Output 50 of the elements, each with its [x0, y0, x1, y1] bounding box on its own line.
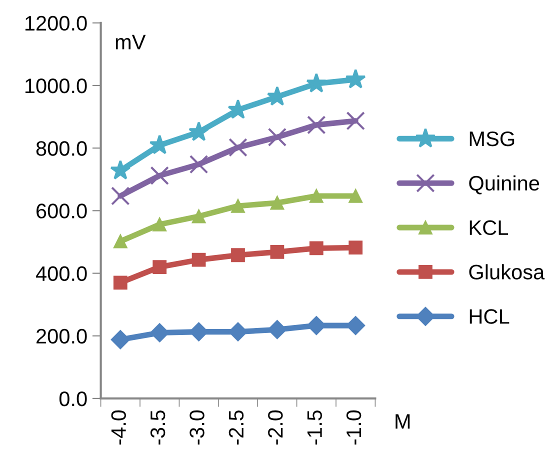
- point: [307, 116, 326, 134]
- point: [348, 240, 363, 255]
- point: [150, 166, 169, 186]
- x-tick-label: -4.0: [111, 410, 126, 445]
- legend-label: MSG: [470, 131, 514, 146]
- point: [188, 121, 210, 142]
- x-tick-label: -2.0: [268, 410, 283, 445]
- point: [270, 196, 284, 210]
- x-tick-label: -3.5: [150, 410, 166, 445]
- point: [110, 160, 131, 180]
- y-tick-label: 600.0: [36, 204, 87, 218]
- point: [306, 316, 326, 336]
- point: [268, 320, 287, 340]
- y-tick-label: 0.0: [59, 391, 87, 406]
- point: [110, 330, 130, 350]
- x-axis-title: M: [396, 414, 410, 429]
- legend-label: Glukosa: [469, 264, 545, 280]
- point: [113, 276, 128, 290]
- point: [309, 189, 324, 203]
- y-tick-label: 1000.0: [25, 78, 87, 94]
- point: [111, 186, 130, 206]
- point: [346, 111, 365, 130]
- point: [228, 138, 248, 157]
- x-tick-label: -1.0: [346, 410, 362, 445]
- y-tick-label: 1200.0: [25, 16, 87, 31]
- y-tick-label: 400.0: [36, 266, 87, 282]
- point: [189, 154, 208, 174]
- y-tick-label: 200.0: [36, 328, 87, 344]
- x-tick-label: -3.0: [190, 410, 204, 445]
- point: [346, 316, 366, 336]
- point: [152, 260, 167, 274]
- point: [309, 241, 324, 256]
- point: [152, 218, 167, 232]
- point: [192, 252, 206, 267]
- legend-label: KCL: [470, 220, 508, 236]
- y-axis-title: mV: [116, 34, 146, 50]
- point: [231, 248, 245, 262]
- legend-label: Quinine: [469, 175, 540, 194]
- point: [192, 209, 206, 224]
- y-tick-label: 800.0: [36, 141, 87, 156]
- x-tick-label: -2.5: [228, 410, 244, 445]
- point: [270, 245, 284, 259]
- point: [345, 68, 366, 88]
- legend-label: HCL: [470, 309, 510, 324]
- point: [231, 199, 245, 213]
- point: [113, 234, 128, 248]
- point: [348, 189, 363, 203]
- point: [306, 72, 327, 93]
- point: [268, 128, 287, 147]
- x-tick-label: -1.5: [307, 410, 322, 445]
